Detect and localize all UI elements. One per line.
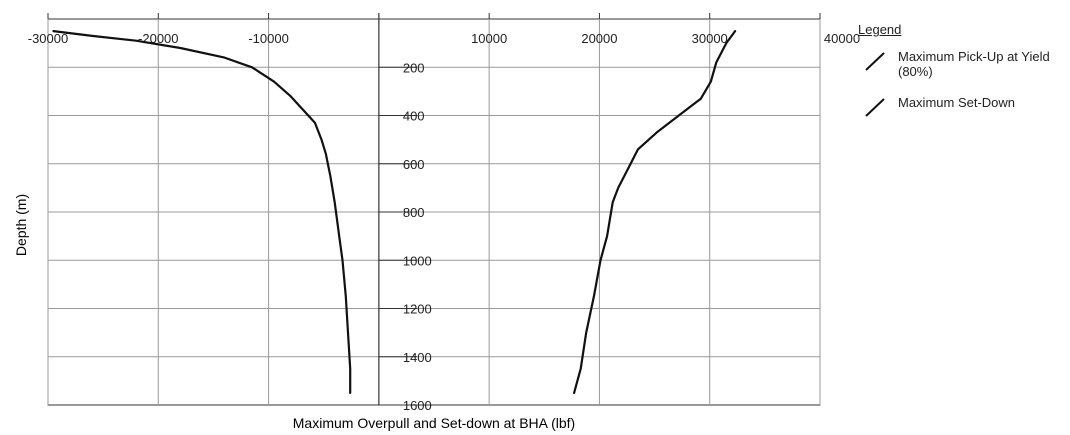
legend: Legend Maximum Pick-Up at Yield (80%) Ma… [858,22,1063,126]
y-axis-label: Depth (m) [13,194,29,256]
x-tick-label: 20000 [581,31,617,46]
legend-title: Legend [858,22,902,37]
y-tick-label: 1200 [403,302,432,317]
set-down-line [52,30,352,394]
axes [47,13,821,406]
legend-label-set-down: Maximum Set-Down [898,95,1016,110]
x-tick-label: 40000 [824,31,860,46]
y-tick-label: 1400 [403,350,432,365]
legend-item-set-down: Maximum Set-Down [858,95,1063,117]
pick-up-line [572,30,737,394]
x-axis-label: Maximum Overpull and Set-down at BHA (lb… [293,415,575,431]
y-tick-label: 200 [403,60,425,75]
legend-swatch-pick-up [865,52,885,71]
x-tick-labels: -30000 -20000 -10000 10000 20000 30000 40000 [28,31,860,46]
y-tick-label: 600 [403,157,425,172]
x-tick-label: -30000 [28,31,68,46]
x-tick-label: 30000 [692,31,728,46]
gridlines [47,19,821,405]
x-tick-label: 10000 [471,31,507,46]
y-tick-label: 800 [403,205,425,220]
y-tick-label: 1600 [403,398,432,413]
legend-swatch-set-down [865,98,885,117]
legend-item-pick-up: Maximum Pick-Up at Yield (80%) [858,49,1063,79]
y-tick-label: 1000 [403,253,432,268]
y-tick-labels: 200 400 600 800 1000 1200 1400 1600 [403,60,432,413]
legend-label-pick-up: Maximum Pick-Up at Yield (80%) [898,49,1050,79]
y-tick-label: 400 [403,109,425,124]
x-tick-label: -10000 [248,31,288,46]
series-lines [52,30,737,394]
